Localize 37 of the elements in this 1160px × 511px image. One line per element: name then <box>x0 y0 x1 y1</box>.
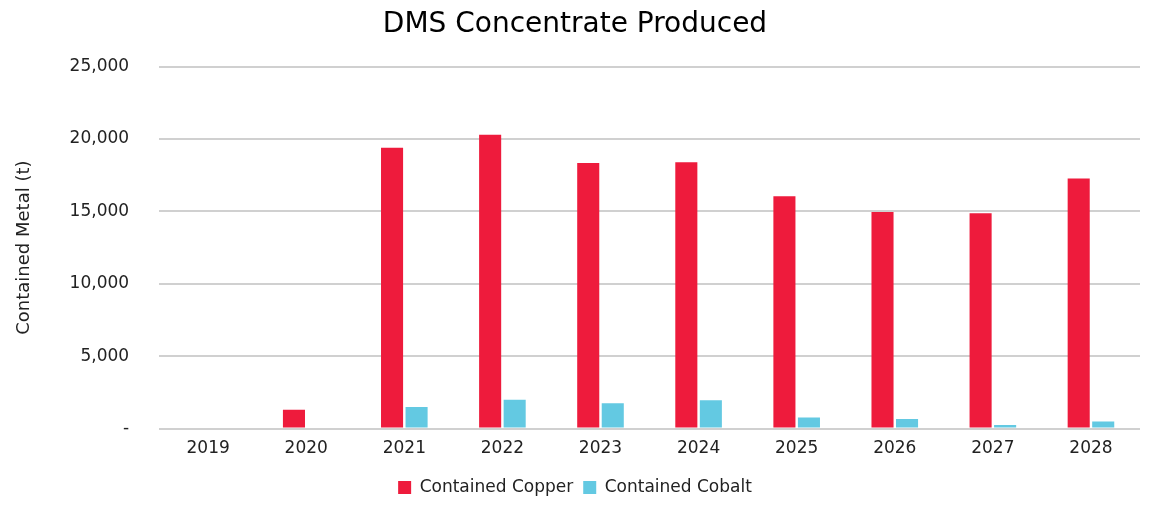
y-tick-label: - <box>122 417 130 438</box>
legend-label: Contained Copper <box>419 475 574 496</box>
x-tick-label: 2026 <box>873 437 917 458</box>
bar <box>503 399 526 428</box>
x-tick-label: 2024 <box>676 437 721 458</box>
x-tick-label: 2020 <box>284 437 328 458</box>
bar <box>699 400 722 428</box>
y-tick-label: 15,000 <box>69 199 130 220</box>
x-tick-label: 2023 <box>578 437 623 458</box>
bar <box>1092 421 1115 428</box>
y-tick-label: 25,000 <box>69 55 130 76</box>
bar <box>405 406 428 428</box>
chart-title: DMS Concentrate Produced <box>382 6 768 40</box>
bar <box>969 213 992 428</box>
bar <box>994 424 1017 428</box>
y-tick-label: 5,000 <box>80 344 130 365</box>
x-tick-label: 2022 <box>480 437 525 458</box>
y-tick-label: 20,000 <box>69 127 130 148</box>
legend-label: Contained Cobalt <box>604 475 753 496</box>
x-tick-label: 2027 <box>971 437 1015 458</box>
x-tick-label: 2025 <box>775 437 819 458</box>
bar <box>797 417 820 428</box>
bar <box>675 162 698 428</box>
bar <box>871 212 894 428</box>
x-tick-label: 2019 <box>186 437 230 458</box>
bar <box>381 147 404 428</box>
bar <box>282 409 305 428</box>
x-tick-label: 2028 <box>1069 437 1113 458</box>
y-axis-title: Contained Metal (t) <box>12 160 34 335</box>
bar <box>773 196 796 428</box>
bar <box>577 162 600 428</box>
bar <box>896 419 919 428</box>
x-tick-label: 2021 <box>382 437 426 458</box>
y-tick-label: 10,000 <box>69 272 130 293</box>
bar <box>479 134 502 428</box>
bar <box>1067 178 1090 428</box>
bar <box>601 403 624 428</box>
